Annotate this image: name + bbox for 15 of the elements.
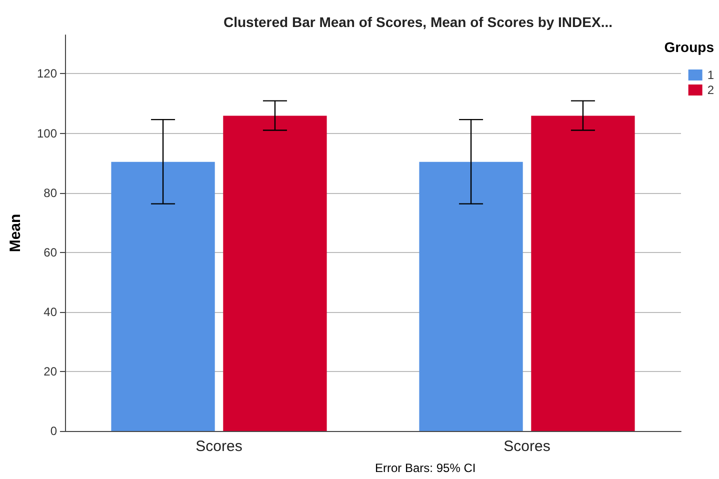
y-tick-label: 80 xyxy=(44,186,58,200)
y-tick-label: 40 xyxy=(44,304,58,319)
y-axis-title: Mean xyxy=(7,214,24,252)
y-tick-label: 0 xyxy=(50,424,58,438)
x-tick-label: Scores xyxy=(196,438,242,455)
chart-title: Clustered Bar Mean of Scores, Mean of Scores by INDEX... xyxy=(224,14,612,30)
text: Error Bars: 95% CI xyxy=(374,461,476,475)
legend-label: 1 xyxy=(707,68,714,82)
y-tick-label: 120 xyxy=(36,66,58,81)
y-tick-label: 20 xyxy=(44,364,58,378)
y-tick-label: 60 xyxy=(44,245,58,260)
legend-label: 2 xyxy=(707,83,714,97)
x-tick-label: Scores xyxy=(504,438,550,455)
y-tick-label: 100 xyxy=(36,126,58,140)
legend-title: Groups xyxy=(664,39,714,55)
